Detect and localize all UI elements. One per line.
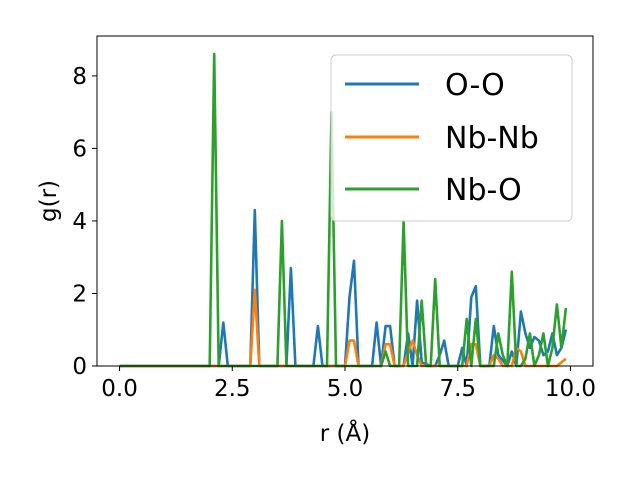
x-tick-label: 2.5 (214, 376, 251, 402)
legend-label-o-o: O-O (445, 68, 505, 103)
legend-label-nb-o: Nb-O (445, 173, 522, 208)
x-axis-label: r (Å) (320, 419, 370, 447)
y-axis-label: g(r) (36, 180, 62, 222)
x-tick-label: 5.0 (327, 376, 364, 402)
x-axis-ticks: 0.0 2.5 5.0 7.5 10.0 (101, 366, 596, 402)
legend-frame (330, 54, 573, 222)
y-tick-label: 8 (72, 64, 87, 90)
x-tick-label: 7.5 (439, 376, 476, 402)
x-tick-label: 0.0 (101, 376, 138, 402)
y-tick-label: 0 (72, 354, 87, 380)
x-tick-label: 10.0 (545, 376, 596, 402)
y-tick-label: 2 (72, 281, 87, 307)
y-axis-ticks: 0 2 4 6 8 (72, 64, 97, 380)
y-tick-label: 6 (72, 136, 87, 162)
legend: O-O Nb-Nb Nb-O (330, 54, 573, 222)
y-tick-label: 4 (72, 209, 87, 235)
legend-label-nb-nb: Nb-Nb (445, 121, 539, 156)
